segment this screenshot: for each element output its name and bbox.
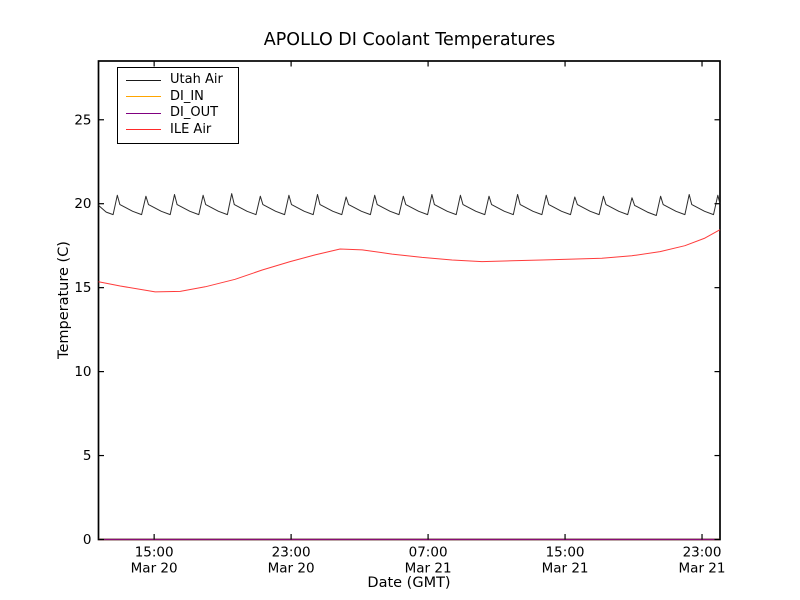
legend-item-di-in: DI_IN: [118, 89, 238, 106]
legend-item-ile-air: ILE Air: [118, 122, 238, 139]
x-tick-label-date: Mar 21: [542, 561, 589, 577]
x-tick-label-date: Mar 20: [131, 561, 178, 577]
x-tick-label-time: 15:00: [135, 545, 174, 561]
x-tick-label-time: 23:00: [683, 545, 722, 561]
legend-line-sample-di-out: [126, 112, 161, 114]
legend-line-sample-ile-air: [126, 129, 161, 131]
legend-line-sample-di-in: [126, 96, 161, 98]
x-tick-label-time: 23:00: [272, 545, 311, 561]
x-tick-label-time: 15:00: [546, 545, 585, 561]
chart-title: APOLLO DI Coolant Temperatures: [263, 30, 556, 50]
x-tick-label-time: 07:00: [409, 545, 448, 561]
x-tick-label-date: Mar 21: [679, 561, 726, 577]
x-tick-label-date: Mar 20: [268, 561, 315, 577]
y-tick-label: 25: [74, 112, 91, 128]
y-tick-label: 5: [83, 448, 92, 464]
series-line-utah-air: [98, 193, 721, 216]
y-tick-label: 0: [83, 532, 92, 548]
y-tick-label: 15: [74, 280, 91, 296]
legend-label: DI_IN: [170, 88, 204, 104]
legend-label: DI_OUT: [170, 105, 219, 121]
legend-item-di-out: DI_OUT: [118, 105, 238, 122]
x-tick-label-date: Mar 21: [405, 561, 452, 577]
legend-box: Utah Air DI_IN DI_OUT ILE Air: [117, 67, 239, 144]
legend-label: Utah Air: [170, 72, 223, 88]
legend-line-sample-utah-air: [126, 79, 161, 81]
legend-label: ILE Air: [170, 121, 212, 137]
series-line-ile-air: [98, 229, 721, 293]
x-axis-label: Date (GMT): [367, 575, 451, 591]
y-tick-label: 10: [74, 364, 91, 380]
y-tick-label: 20: [74, 196, 91, 212]
legend-item-utah-air: Utah Air: [118, 72, 238, 89]
y-axis-label: Temperature (C): [56, 241, 72, 359]
